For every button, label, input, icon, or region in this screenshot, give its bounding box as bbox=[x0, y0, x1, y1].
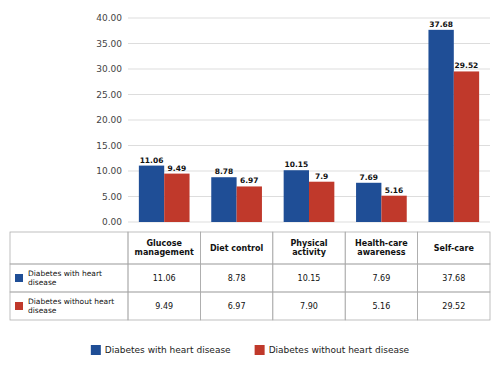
y-tick-label: 30.00 bbox=[96, 64, 122, 74]
table-header: Self-care bbox=[434, 244, 475, 253]
bar bbox=[356, 183, 381, 222]
data-label: 7.9 bbox=[315, 172, 328, 181]
table-cell bbox=[345, 264, 417, 292]
table-cell bbox=[345, 232, 417, 264]
table-cell bbox=[200, 292, 272, 320]
text-line: awareness bbox=[357, 248, 405, 257]
bar bbox=[211, 177, 236, 222]
table-value: 7.90 bbox=[300, 302, 318, 311]
table-header: Health-careawareness bbox=[355, 239, 408, 258]
table-swatch bbox=[15, 302, 23, 310]
table-value: 37.68 bbox=[442, 274, 465, 283]
y-tick-label: 40.00 bbox=[96, 13, 122, 23]
legend-label: Diabetes without heart disease bbox=[269, 345, 410, 355]
text-line: Glucose bbox=[146, 239, 182, 248]
table-header: Physicalactivity bbox=[290, 239, 327, 258]
bar bbox=[381, 196, 406, 222]
text-line: Diabetes without heart bbox=[28, 297, 114, 306]
table-cell bbox=[200, 232, 272, 264]
data-label: 6.97 bbox=[240, 176, 259, 185]
table-value: 29.52 bbox=[442, 302, 465, 311]
table bbox=[10, 232, 490, 320]
table-cell bbox=[10, 292, 128, 320]
table-cell bbox=[273, 232, 345, 264]
table-value: 8.78 bbox=[228, 274, 246, 283]
text-line: management bbox=[135, 248, 194, 257]
y-tick-label: 0.00 bbox=[102, 217, 122, 227]
bar bbox=[164, 174, 189, 222]
table-header: Diet control bbox=[210, 244, 264, 253]
y-tick-label: 35.00 bbox=[96, 39, 122, 49]
grid bbox=[128, 18, 490, 222]
bar bbox=[309, 182, 334, 222]
text-line: Physical bbox=[290, 239, 327, 248]
data-label: 8.78 bbox=[215, 167, 234, 176]
y-tick-label: 25.00 bbox=[96, 90, 122, 100]
table-value: 6.97 bbox=[228, 302, 246, 311]
text-line: disease bbox=[28, 306, 57, 315]
y-tick-label: 15.00 bbox=[96, 141, 122, 151]
table-cell bbox=[128, 292, 200, 320]
data-label: 37.68 bbox=[429, 20, 453, 29]
text-line: Diabetes with heart bbox=[28, 269, 102, 278]
table-cell bbox=[345, 292, 417, 320]
legend-swatch bbox=[255, 345, 265, 355]
table-cell bbox=[128, 232, 200, 264]
data-label: 10.15 bbox=[284, 160, 308, 169]
bar bbox=[139, 166, 164, 222]
data-label: 5.16 bbox=[385, 186, 404, 195]
table-value: 5.16 bbox=[372, 302, 390, 311]
data-label: 7.69 bbox=[359, 173, 378, 182]
table-cell bbox=[273, 292, 345, 320]
text-line: Diet control bbox=[210, 244, 264, 253]
grid-line bbox=[128, 18, 490, 19]
table-cell bbox=[273, 264, 345, 292]
table-value: 9.49 bbox=[155, 302, 173, 311]
y-tick-label: 20.00 bbox=[96, 115, 122, 125]
legend: Diabetes with heart disease Diabetes with… bbox=[91, 345, 410, 355]
table-cell bbox=[418, 232, 490, 264]
legend-label: Diabetes with heart disease bbox=[105, 345, 231, 355]
bar bbox=[428, 30, 453, 222]
data-label: 11.06 bbox=[140, 156, 164, 165]
table-value: 10.15 bbox=[298, 274, 321, 283]
bars bbox=[139, 30, 479, 222]
chart: 0.00 5.00 10.00 15.00 20.00 25.00 30.00 35.00 40… bbox=[0, 0, 500, 369]
table-cell bbox=[418, 264, 490, 292]
data-labels: 11.06 8.78 10.15 7.69 37.68 9.49 6.97 7.9 5.16 29… bbox=[140, 20, 479, 195]
table-cell bbox=[200, 264, 272, 292]
bar bbox=[237, 186, 262, 222]
table-cell bbox=[418, 292, 490, 320]
text-line: disease bbox=[28, 278, 57, 287]
y-tick-label: 5.00 bbox=[102, 192, 122, 202]
table-header: Glucosemanagement bbox=[135, 239, 194, 258]
text-line: Health-care bbox=[355, 239, 408, 248]
data-label: 29.52 bbox=[455, 61, 479, 70]
table-cell bbox=[10, 264, 128, 292]
table-row-label: Diabetes with heartdisease bbox=[28, 269, 102, 287]
table-value: 7.69 bbox=[372, 274, 390, 283]
table-value: 11.06 bbox=[153, 274, 176, 283]
table-row-label: Diabetes without heartdisease bbox=[28, 297, 114, 315]
legend-swatch bbox=[91, 345, 101, 355]
table-cell bbox=[128, 264, 200, 292]
text-line: activity bbox=[292, 248, 326, 257]
bar bbox=[454, 71, 479, 222]
table-swatch bbox=[15, 274, 23, 282]
y-tick-label: 10.00 bbox=[96, 166, 122, 176]
bar bbox=[284, 170, 309, 222]
table-cell bbox=[10, 232, 128, 264]
data-label: 9.49 bbox=[168, 164, 187, 173]
text-line: Self-care bbox=[434, 244, 475, 253]
